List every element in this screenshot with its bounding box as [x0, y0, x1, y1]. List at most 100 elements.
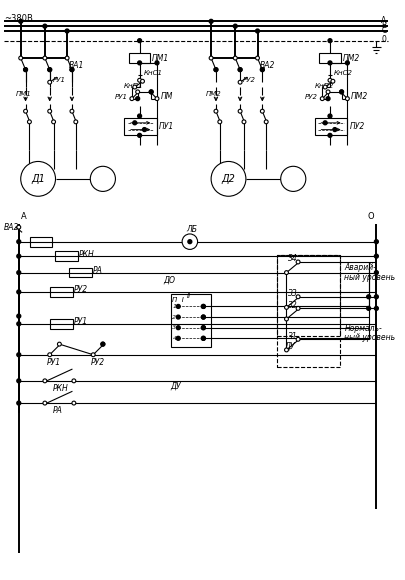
- Text: ПМ: ПМ: [160, 92, 173, 101]
- Circle shape: [233, 56, 237, 60]
- Circle shape: [17, 322, 21, 326]
- Circle shape: [51, 120, 55, 124]
- Text: РУ1: РУ1: [114, 94, 127, 100]
- Text: B: B: [380, 21, 386, 30]
- Circle shape: [233, 24, 237, 28]
- Circle shape: [366, 306, 370, 310]
- Circle shape: [48, 353, 51, 357]
- Text: З4: З4: [288, 253, 297, 263]
- Circle shape: [295, 306, 299, 310]
- Circle shape: [65, 29, 69, 33]
- Circle shape: [17, 314, 21, 318]
- Circle shape: [17, 379, 21, 383]
- Circle shape: [65, 56, 69, 60]
- Bar: [276, 255, 339, 336]
- Circle shape: [284, 271, 288, 274]
- Circle shape: [260, 68, 264, 71]
- Circle shape: [260, 68, 264, 71]
- Circle shape: [209, 56, 213, 60]
- Text: РУ2: РУ2: [74, 285, 88, 295]
- Circle shape: [366, 295, 370, 299]
- Circle shape: [238, 68, 241, 71]
- Circle shape: [238, 109, 241, 113]
- Text: ДУ: ДУ: [170, 381, 181, 390]
- Text: 0: 0: [380, 35, 385, 44]
- Text: РУ1: РУ1: [47, 358, 61, 367]
- Circle shape: [320, 97, 323, 100]
- Text: C: C: [380, 26, 386, 35]
- Circle shape: [17, 401, 21, 405]
- Circle shape: [140, 79, 144, 83]
- Circle shape: [322, 85, 326, 89]
- Text: Нормаль-: Нормаль-: [343, 324, 381, 333]
- Circle shape: [48, 109, 51, 113]
- Circle shape: [142, 128, 146, 132]
- Text: ЛБ: ЛБ: [185, 224, 196, 234]
- Text: Д2: Д2: [221, 174, 235, 184]
- Circle shape: [327, 39, 331, 42]
- Circle shape: [213, 68, 217, 71]
- Text: Аварий-: Аварий-: [343, 263, 375, 272]
- Circle shape: [149, 90, 153, 94]
- Text: П  I: П I: [172, 296, 184, 303]
- Circle shape: [132, 121, 136, 125]
- Circle shape: [149, 90, 153, 94]
- Text: ПУ2: ПУ2: [348, 122, 364, 131]
- Circle shape: [201, 326, 205, 329]
- Text: РУ1: РУ1: [53, 77, 66, 84]
- Text: ПМ1: ПМ1: [152, 53, 169, 63]
- Circle shape: [72, 379, 76, 383]
- Polygon shape: [96, 172, 109, 184]
- Circle shape: [345, 97, 348, 100]
- Circle shape: [280, 166, 305, 191]
- Text: 2: 2: [172, 314, 176, 320]
- Text: РА: РА: [93, 266, 103, 275]
- Circle shape: [339, 90, 343, 94]
- Circle shape: [17, 271, 21, 274]
- Circle shape: [217, 120, 221, 124]
- Circle shape: [43, 56, 47, 60]
- Circle shape: [284, 306, 288, 309]
- Bar: [129, 53, 150, 63]
- Text: РУ2: РУ2: [90, 358, 104, 367]
- Circle shape: [241, 120, 245, 124]
- Circle shape: [28, 120, 31, 124]
- Bar: [49, 287, 73, 297]
- Circle shape: [327, 114, 331, 118]
- Circle shape: [176, 315, 180, 319]
- Circle shape: [137, 78, 141, 82]
- Circle shape: [327, 78, 331, 82]
- Circle shape: [260, 109, 264, 113]
- Bar: [124, 118, 157, 135]
- Text: РУ1: РУ1: [74, 317, 88, 327]
- Circle shape: [43, 401, 47, 405]
- Circle shape: [373, 240, 377, 244]
- Circle shape: [188, 240, 191, 244]
- Circle shape: [48, 68, 51, 71]
- Circle shape: [137, 133, 141, 137]
- Circle shape: [137, 39, 141, 42]
- Text: A: A: [380, 16, 386, 25]
- Circle shape: [209, 19, 213, 23]
- Circle shape: [213, 109, 217, 113]
- Text: ПУ1: ПУ1: [158, 122, 174, 131]
- Text: Д1: Д1: [31, 174, 45, 184]
- Circle shape: [135, 90, 139, 94]
- Circle shape: [295, 260, 299, 264]
- Circle shape: [284, 348, 288, 352]
- Circle shape: [238, 80, 241, 84]
- Circle shape: [238, 68, 241, 71]
- Circle shape: [284, 317, 288, 321]
- Text: ДО: ДО: [163, 276, 175, 285]
- Text: ПМ2: ПМ2: [206, 91, 222, 97]
- Text: II: II: [186, 293, 191, 299]
- Circle shape: [339, 90, 343, 94]
- Circle shape: [325, 90, 329, 94]
- Text: ПМ1: ПМ1: [16, 91, 32, 97]
- Text: РКН: РКН: [79, 250, 94, 259]
- Polygon shape: [286, 172, 299, 184]
- Circle shape: [325, 97, 329, 100]
- Text: З3: З3: [288, 289, 297, 298]
- Text: РУ2: РУ2: [304, 94, 317, 100]
- Text: З1: З1: [288, 332, 297, 341]
